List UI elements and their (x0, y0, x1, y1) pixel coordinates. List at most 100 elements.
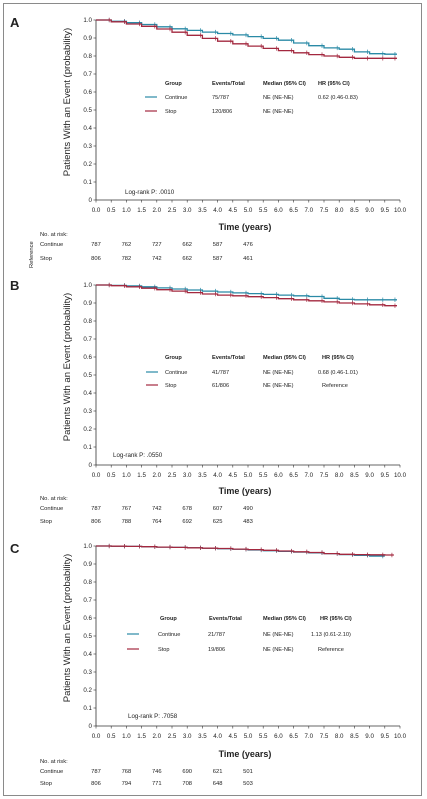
risk-value-stop: 708 (182, 781, 192, 787)
risk-value-stop: 806 (91, 519, 101, 525)
x-tick-label: 9.0 (365, 207, 374, 214)
risk-value-continue: 767 (122, 506, 132, 512)
legend-stop-median: NE (NE-NE) (263, 647, 294, 653)
risk-value-stop: 764 (152, 519, 162, 525)
legend-header-median: Median (95% CI) (263, 616, 306, 622)
x-tick-label: 10.0 (394, 207, 407, 214)
x-tick-label: 8.5 (350, 472, 359, 479)
x-tick-label: 3.5 (198, 472, 207, 479)
x-tick-label: 2.5 (168, 207, 177, 214)
x-tick-label: 6.5 (289, 733, 298, 740)
x-tick-label: 1.5 (137, 207, 146, 214)
risk-value-continue: 787 (91, 242, 101, 248)
risk-value-continue: 727 (152, 242, 162, 248)
legend-header-events: Events/Total (209, 616, 242, 622)
risk-value-stop: 648 (213, 781, 223, 787)
y-tick-label: 0.2 (83, 426, 92, 433)
logrank-annotation: Log-rank P: .7058 (128, 713, 178, 720)
x-tick-label: 3.5 (198, 733, 207, 740)
risk-value-continue: 742 (152, 506, 162, 512)
x-tick-label: 0.0 (92, 733, 101, 740)
x-tick-label: 1.5 (137, 733, 146, 740)
risk-value-stop: 742 (152, 256, 162, 262)
x-tick-label: 7.5 (320, 207, 329, 214)
km-curve-stop (96, 19, 397, 59)
legend-stop-group: Stop (165, 109, 177, 115)
y-tick-label: 0.1 (83, 444, 92, 451)
y-tick-label: 0.2 (83, 687, 92, 694)
x-tick-label: 6.5 (289, 207, 298, 214)
y-tick-label: 1.0 (83, 17, 92, 24)
legend-header-median: Median (95% CI) (263, 355, 306, 361)
x-tick-label: 8.5 (350, 733, 359, 740)
y-tick-label: 0.6 (83, 89, 92, 96)
risk-value-continue: 678 (182, 506, 192, 512)
x-tick-label: 4.5 (228, 733, 237, 740)
x-tick-label: 0.5 (107, 207, 116, 214)
risk-value-continue: 787 (91, 506, 101, 512)
y-tick-label: 0.5 (83, 633, 92, 640)
risk-value-stop: 806 (91, 781, 101, 787)
risk-row-label-continue: Continue (40, 506, 63, 512)
x-tick-label: 2.0 (152, 733, 161, 740)
x-tick-label: 9.0 (365, 733, 374, 740)
y-tick-label: 0.9 (83, 300, 92, 307)
y-tick-label: 1.0 (83, 282, 92, 289)
legend-stop-median: NE (NE-NE) (263, 109, 294, 115)
legend-stop-group: Stop (165, 383, 177, 389)
legend-header-median: Median (95% CI) (263, 81, 306, 87)
x-tick-label: 2.5 (168, 472, 177, 479)
risk-row-label-continue: Continue (40, 769, 63, 775)
x-tick-label: 3.5 (198, 207, 207, 214)
y-tick-label: 0.2 (83, 161, 92, 168)
legend-continue-median: NE (NE-NE) (263, 632, 294, 638)
risk-value-stop: 806 (91, 256, 101, 262)
y-tick-label: 0.3 (83, 143, 92, 150)
x-tick-label: 0.5 (107, 733, 116, 740)
y-tick-label: 0.5 (83, 107, 92, 114)
x-tick-label: 6.0 (274, 733, 283, 740)
y-tick-label: 0.1 (83, 179, 92, 186)
y-tick-label: 0.6 (83, 615, 92, 622)
y-tick-label: 0.5 (83, 372, 92, 379)
legend-stop-group: Stop (158, 647, 170, 653)
risk-value-stop: 794 (122, 781, 132, 787)
x-tick-label: 7.0 (304, 733, 313, 740)
panel-label: C (10, 541, 20, 556)
legend-continue-events: 21/787 (208, 632, 225, 638)
x-tick-label: 7.0 (304, 472, 313, 479)
legend-header-group: Group (165, 355, 182, 361)
y-axis-label: Patients With an Event (probability) (62, 28, 73, 176)
logrank-annotation: Log-rank P: .0010 (125, 189, 175, 196)
risk-row-label-stop: Stop (40, 519, 52, 525)
y-tick-label: 0.8 (83, 318, 92, 325)
x-tick-label: 5.0 (244, 733, 253, 740)
x-tick-label: 6.0 (274, 472, 283, 479)
legend-stop-hr: Reference (318, 647, 344, 653)
legend-continue-hr: 1.13 (0.61-2.10) (311, 632, 351, 638)
x-tick-label: 9.5 (380, 733, 389, 740)
legend-continue-group: Continue (165, 370, 187, 376)
x-tick-label: 4.5 (228, 207, 237, 214)
x-tick-label: 0.0 (92, 472, 101, 479)
legend-stop-events: 120/806 (212, 109, 232, 115)
legend-stop-events: 19/806 (208, 647, 225, 653)
risk-value-stop: 503 (243, 781, 253, 787)
panel-b: B Patients With an Event (probability) T… (10, 278, 407, 525)
risk-table-title: No. at risk: (40, 232, 68, 238)
legend-header-hr: HR (95% CI) (318, 81, 350, 87)
panel-label: A (10, 15, 20, 30)
risk-value-continue: 762 (122, 242, 132, 248)
legend-header-hr: HR (95% CI) (322, 355, 354, 361)
x-tick-label: 9.0 (365, 472, 374, 479)
y-tick-label: 0 (89, 462, 93, 469)
x-tick-label: 3.0 (183, 472, 192, 479)
risk-value-stop: 782 (122, 256, 132, 262)
x-tick-label: 7.5 (320, 733, 329, 740)
x-tick-label: 5.0 (244, 207, 253, 214)
y-tick-label: 0.3 (83, 408, 92, 415)
y-tick-label: 0.4 (83, 390, 92, 397)
risk-value-stop: 771 (152, 781, 162, 787)
x-axis-label: Time (years) (219, 222, 272, 232)
legend-header-group: Group (165, 81, 182, 87)
